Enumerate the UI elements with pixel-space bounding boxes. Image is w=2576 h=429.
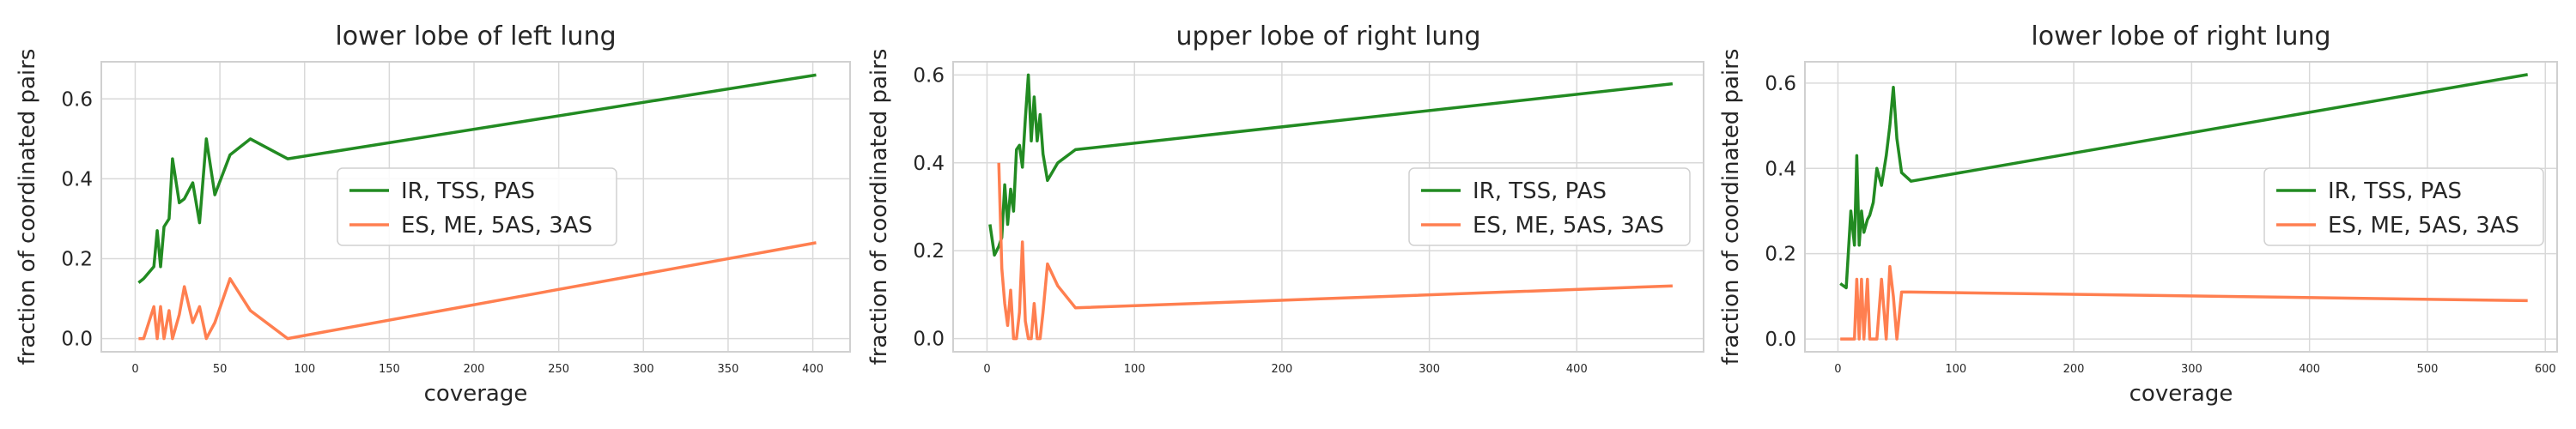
legend-label-1: IR, TSS, PAS [2328, 178, 2462, 204]
chart-title: lower lobe of right lung [2031, 21, 2330, 51]
legend-box [337, 167, 617, 246]
y-tick-label: 0.0 [61, 329, 93, 351]
y-tick-label: 0.2 [61, 249, 93, 271]
axes-frame [100, 61, 851, 353]
legend-label-1: IR, TSS, PAS [401, 178, 535, 204]
chart-panel-2: 0 100 200 300 400 0.0 0.2 0.4 0.6 upper lobe of r… [866, 21, 1704, 376]
x-tick-label: 400 [802, 363, 823, 376]
x-tick-label: 200 [464, 363, 485, 376]
x-tick-label: 300 [633, 363, 654, 376]
x-tick-label: 50 [213, 363, 228, 376]
chart-panel-1: 0 50 100 150 200 250 300 350 400 0.0 0.2 0.4 0.6 lowe… [15, 21, 851, 407]
x-tick-label: 0 [1834, 363, 1841, 376]
y-tick-label: 0.2 [1765, 244, 1796, 266]
x-tick-label: 400 [2299, 363, 2320, 376]
x-tick-label: 600 [2535, 363, 2556, 376]
legend-label-2: ES, ME, 5AS, 3AS [2328, 213, 2519, 239]
series-line-1 [1839, 73, 2528, 290]
chart-panel-3: 0 100 200 300 400 500 600 0.0 0.2 0.4 0.6 lower lob… [1718, 21, 2558, 407]
x-tick-label: 100 [1124, 363, 1145, 376]
series-line-2 [997, 162, 1673, 341]
x-tick-label: 500 [2417, 363, 2439, 376]
x-tick-label: 0 [131, 363, 138, 376]
x-tick-label: 250 [548, 363, 569, 376]
x-axis-label: coverage [424, 381, 528, 407]
y-tick-label: 0.4 [61, 168, 93, 190]
axes-frame [1804, 61, 2558, 353]
x-tick-label: 150 [379, 363, 400, 376]
legend-label-2: ES, ME, 5AS, 3AS [401, 213, 592, 239]
x-tick-label: 100 [294, 363, 315, 376]
series-line-1 [137, 73, 817, 284]
x-tick-label: 0 [983, 363, 990, 376]
legend: IR, TSS, PAS ES, ME, 5AS, 3AS [1408, 167, 1691, 246]
series-line-1 [988, 73, 1674, 257]
y-tick-label: 0.6 [913, 64, 945, 87]
y-tick-label: 0.6 [61, 88, 93, 111]
legend: IR, TSS, PAS ES, ME, 5AS, 3AS [337, 167, 617, 246]
x-tick-label: 200 [2063, 363, 2085, 376]
legend-label-2: ES, ME, 5AS, 3AS [1473, 213, 1664, 239]
y-tick-label: 0.0 [1765, 329, 1796, 351]
y-tick-label: 0.6 [1765, 73, 1796, 95]
x-tick-label: 200 [1271, 363, 1292, 376]
y-axis-label: fraction of coordinated pairs [1718, 49, 1744, 366]
x-tick-label: 350 [718, 363, 739, 376]
legend-label-1: IR, TSS, PAS [1473, 178, 1607, 204]
y-axis-label: fraction of coordinated pairs [866, 49, 892, 366]
y-tick-label: 0.4 [913, 153, 945, 175]
chart-title: upper lobe of right lung [1176, 21, 1480, 51]
y-tick-label: 0.4 [1765, 158, 1796, 180]
y-tick-label: 0.0 [913, 329, 945, 351]
x-tick-label: 100 [1945, 363, 1966, 376]
y-tick-label: 0.2 [913, 240, 945, 263]
x-axis-label: coverage [2129, 381, 2233, 407]
series-line-2 [138, 241, 817, 341]
axes-frame [952, 61, 1704, 353]
x-tick-label: 300 [1419, 363, 1440, 376]
legend: IR, TSS, PAS ES, ME, 5AS, 3AS [2263, 167, 2544, 246]
x-tick-label: 300 [2181, 363, 2202, 376]
x-tick-label: 400 [1566, 363, 1588, 376]
legend-box [2263, 167, 2544, 246]
series-line-2 [1840, 264, 2528, 341]
chart-title: lower lobe of left lung [335, 21, 616, 51]
y-axis-label: fraction of coordinated pairs [15, 49, 40, 366]
legend-box [1408, 167, 1691, 246]
